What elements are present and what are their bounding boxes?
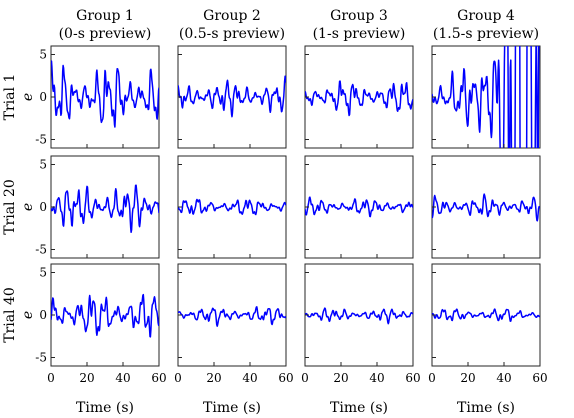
panel-r1-c2 <box>177 45 287 149</box>
column-title-4-subtitle: (1.5-s preview) <box>433 26 539 42</box>
column-titles: Group 1 (0-s preview) Group 2 (0.5-s previe… <box>59 8 539 42</box>
x-axis-label: Time (s) <box>203 400 261 416</box>
y-tick-label: 5 <box>39 158 47 172</box>
column-title-2: Group 2 <box>203 8 261 24</box>
panel-r3-c4: 0 20 40 60 Time (s) <box>428 263 548 416</box>
x-tick-label: 40 <box>115 371 130 385</box>
row-label-2: Trial 20 <box>2 179 18 235</box>
series-line <box>432 46 540 148</box>
x-tick-label: 40 <box>369 371 384 385</box>
x-tick-label: 60 <box>151 371 166 385</box>
y-axis-label: e <box>20 203 36 211</box>
x-axis-label: Time (s) <box>457 400 515 416</box>
y-axis-label: e <box>20 311 36 319</box>
x-tick-label: 20 <box>206 371 221 385</box>
y-tick-label: 5 <box>39 48 47 62</box>
x-tick-label: 0 <box>428 371 436 385</box>
panel-r1-c1: -5 0 5 <box>35 45 160 149</box>
panel-r3-c2: 0 20 40 60 Time (s) <box>174 263 294 416</box>
series-line <box>178 75 286 118</box>
series-line <box>178 306 286 327</box>
x-tick-label: 40 <box>242 371 257 385</box>
y-tick-label: 0 <box>39 90 47 104</box>
y-tick-label: 0 <box>39 308 47 322</box>
x-tick-label: 60 <box>532 371 547 385</box>
column-title-1-subtitle: (0-s preview) <box>59 26 152 42</box>
x-tick-label: 0 <box>301 371 309 385</box>
panel-r2-c3 <box>304 155 414 259</box>
column-title-3-subtitle: (1-s preview) <box>313 26 406 42</box>
x-tick-label: 0 <box>174 371 182 385</box>
panel-r1-c4 <box>431 45 541 149</box>
x-tick-label: 20 <box>79 371 94 385</box>
column-title-1: Group 1 <box>76 8 134 24</box>
panel-r2-c4 <box>431 155 541 259</box>
x-tick-label: 40 <box>496 371 511 385</box>
series-line <box>51 184 159 234</box>
x-tick-label: 20 <box>333 371 348 385</box>
series-line <box>432 193 540 222</box>
panel-frame <box>177 45 287 149</box>
series-line <box>178 198 286 216</box>
column-title-2-subtitle: (0.5-s preview) <box>179 26 285 42</box>
series-line <box>305 196 413 218</box>
panel-frame <box>431 45 541 149</box>
series-line <box>432 308 540 322</box>
y-tick-label: -5 <box>35 243 47 257</box>
series-line <box>51 60 159 128</box>
row-label-3: Trial 40 <box>2 287 18 343</box>
series-line <box>305 307 413 325</box>
x-tick-label: 20 <box>460 371 475 385</box>
series-line <box>305 80 413 117</box>
series-line <box>51 293 159 338</box>
panel-r2-c2 <box>177 155 287 259</box>
panel-r3-c3: 0 20 40 60 Time (s) <box>301 263 421 416</box>
panel-r1-c3 <box>304 45 414 149</box>
row-label-1: Trial 1 <box>2 74 18 121</box>
column-title-4: Group 4 <box>457 8 515 24</box>
panel-r2-c1: -5 0 5 <box>35 155 160 259</box>
x-axis-label: Time (s) <box>76 400 134 416</box>
y-axis-label: e <box>20 93 36 101</box>
x-tick-label: 60 <box>278 371 293 385</box>
column-title-3: Group 3 <box>330 8 388 24</box>
y-tick-label: -5 <box>35 351 47 365</box>
y-tick-label: -5 <box>35 133 47 147</box>
x-axis-label: Time (s) <box>330 400 388 416</box>
x-tick-label: 60 <box>405 371 420 385</box>
x-tick-label: 0 <box>47 371 55 385</box>
panel-frame <box>304 263 414 367</box>
panel-frame <box>431 263 541 367</box>
panel-frame <box>50 263 160 367</box>
y-tick-label: 0 <box>39 200 47 214</box>
y-tick-label: 5 <box>39 266 47 280</box>
